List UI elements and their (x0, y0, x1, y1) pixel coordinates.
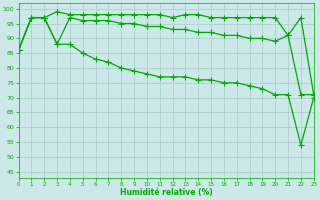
X-axis label: Humidité relative (%): Humidité relative (%) (120, 188, 212, 197)
